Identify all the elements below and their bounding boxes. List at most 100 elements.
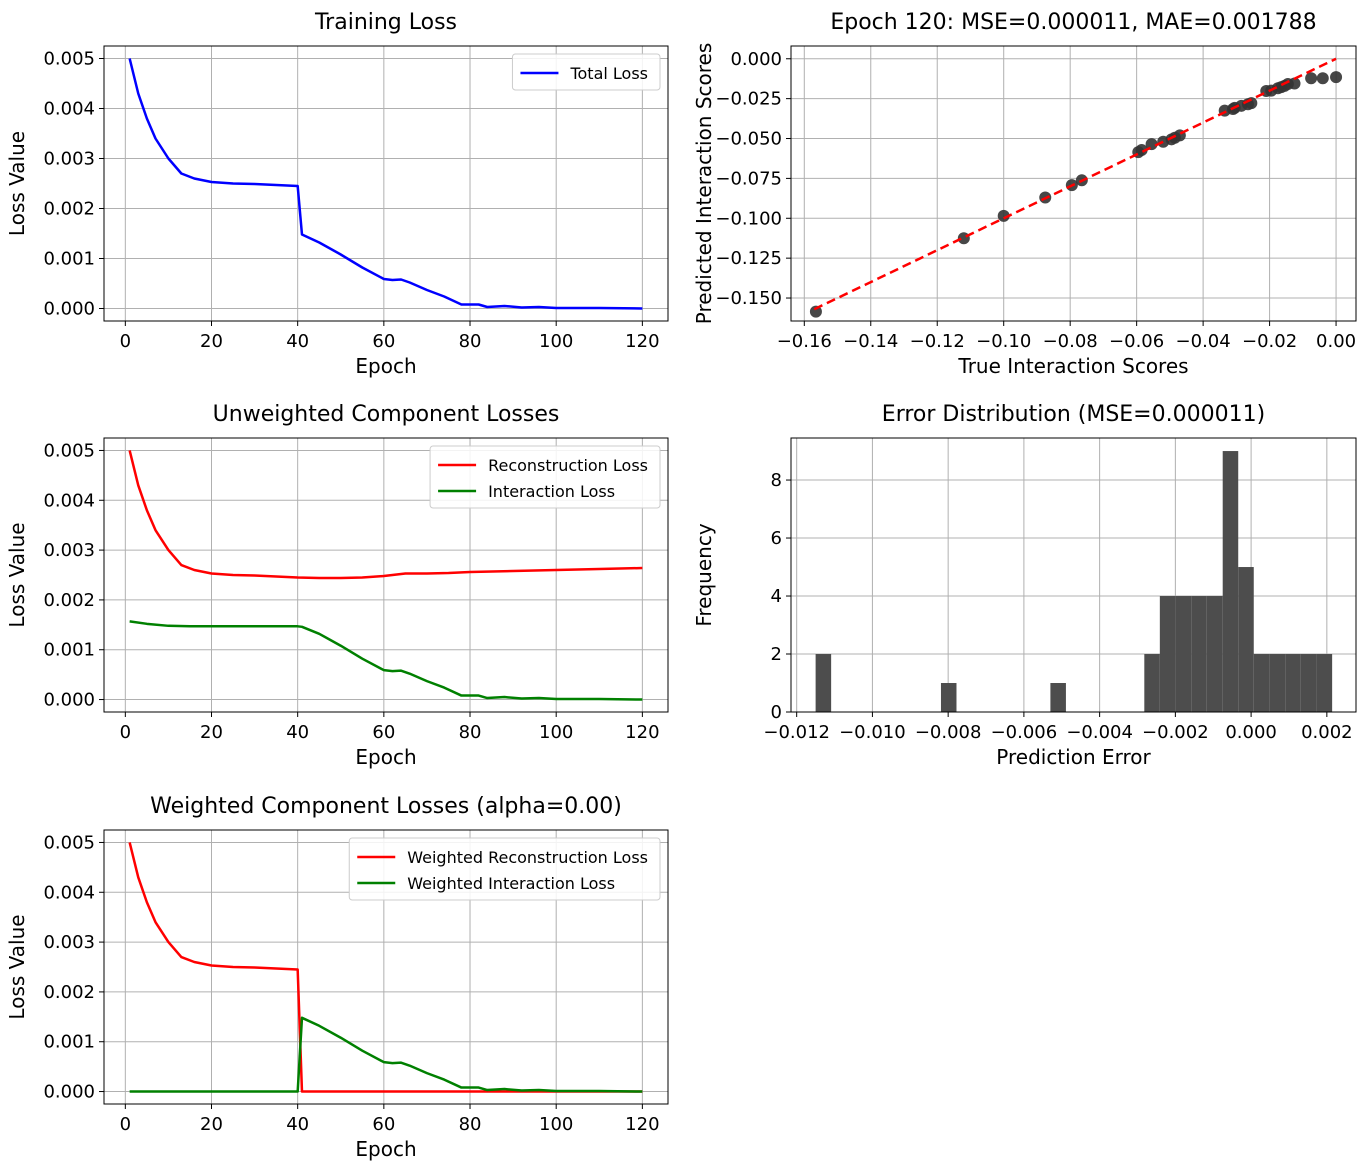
y-axis-label: Predicted Interaction Scores bbox=[692, 43, 716, 325]
x-tick-label: −0.004 bbox=[1066, 722, 1133, 743]
y-tick-label: 0.005 bbox=[43, 440, 95, 461]
histogram-bar bbox=[1175, 596, 1192, 712]
x-axis-label: Prediction Error bbox=[996, 745, 1151, 769]
plot-area bbox=[128, 842, 643, 1093]
histogram-bar bbox=[1191, 596, 1207, 712]
scatter-point bbox=[809, 305, 822, 318]
x-tick-label: −0.012 bbox=[763, 722, 830, 743]
series-line-1 bbox=[128, 58, 643, 310]
histogram-bar bbox=[940, 683, 957, 712]
y-tick-label: 2 bbox=[771, 644, 782, 665]
x-tick-label: 20 bbox=[200, 331, 223, 352]
y-tick-label: 0.001 bbox=[43, 640, 95, 661]
y-tick-label: −0.125 bbox=[715, 248, 782, 269]
y-tick-label: 0.004 bbox=[43, 490, 95, 511]
y-tick-label: −0.050 bbox=[715, 129, 782, 150]
y-tick-label: 0.003 bbox=[43, 149, 95, 170]
x-tick-label: −0.04 bbox=[1176, 331, 1231, 352]
scatter-point bbox=[1288, 77, 1301, 90]
x-axis-label: True Interaction Scores bbox=[957, 354, 1188, 378]
subplot-3: 0 20 40 60 80 100 120 0.000 0.001 0.002 0.003 0.004… bbox=[5, 402, 669, 769]
legend-label: Total Loss bbox=[569, 64, 648, 83]
x-tick-label: −0.002 bbox=[1142, 722, 1209, 743]
y-tick-label: 0.005 bbox=[43, 49, 95, 70]
y-tick-label: −0.075 bbox=[715, 168, 782, 189]
plot-area bbox=[809, 57, 1343, 318]
series-line-1 bbox=[128, 450, 643, 580]
x-tick-label: 40 bbox=[286, 331, 309, 352]
y-tick-label: 0.000 bbox=[43, 1082, 95, 1103]
y-tick-label: 0.003 bbox=[43, 540, 95, 561]
histogram-bar bbox=[1316, 654, 1333, 712]
histogram-bar bbox=[1050, 683, 1066, 712]
subplot-5: 0 20 40 60 80 100 120 0.000 0.001 0.002 0.003 0.004… bbox=[5, 794, 669, 1161]
y-tick-label: −0.100 bbox=[715, 208, 782, 229]
y-tick-label: −0.150 bbox=[715, 288, 782, 309]
y-tick-label: 0.002 bbox=[43, 590, 95, 611]
chart-title: Error Distribution (MSE=0.000011) bbox=[882, 402, 1265, 427]
scatter-point bbox=[1245, 97, 1258, 110]
y-axis-label: Loss Value bbox=[5, 914, 29, 1019]
y-tick-label: 0.001 bbox=[43, 1032, 95, 1053]
x-tick-label: 0 bbox=[120, 331, 131, 352]
x-tick-label: 80 bbox=[459, 722, 482, 743]
x-tick-label: −0.12 bbox=[910, 331, 965, 352]
series-line-2 bbox=[129, 620, 643, 701]
histogram-bar bbox=[1222, 451, 1239, 712]
x-tick-label: 120 bbox=[625, 722, 659, 743]
histogram-bar bbox=[1238, 567, 1254, 712]
x-tick-label: −0.008 bbox=[915, 722, 982, 743]
histogram-bar bbox=[1144, 654, 1160, 712]
reference-line bbox=[813, 57, 1337, 311]
axes-frame bbox=[790, 437, 1357, 713]
y-tick-label: 0 bbox=[771, 702, 782, 723]
plot-area bbox=[815, 451, 1333, 712]
subplot-1: 0 20 40 60 80 100 120 0.000 0.001 0.002 0.003 0.004… bbox=[5, 10, 669, 378]
legend-box bbox=[348, 837, 661, 901]
y-axis-label: Loss Value bbox=[5, 131, 29, 236]
x-tick-label: 80 bbox=[459, 1114, 482, 1135]
y-tick-label: −0.025 bbox=[715, 89, 782, 110]
y-tick-label: 0.004 bbox=[43, 882, 95, 903]
histogram-bar bbox=[1159, 596, 1176, 712]
x-tick-label: −0.16 bbox=[777, 331, 832, 352]
legend: Reconstruction Loss Interaction Loss bbox=[429, 445, 661, 509]
series-line-1 bbox=[128, 842, 643, 1093]
x-tick-label: −0.14 bbox=[843, 331, 898, 352]
histogram-bar bbox=[1285, 654, 1301, 712]
scatter-point bbox=[997, 209, 1010, 222]
subplot-2: −0.16 −0.14 −0.12 −0.10 −0.08 −0.06 −0.04 −0.02… bbox=[692, 10, 1357, 378]
x-axis-label: Epoch bbox=[355, 745, 416, 769]
x-tick-label: 120 bbox=[625, 1114, 659, 1135]
y-tick-label: 0.005 bbox=[43, 832, 95, 853]
histogram-bar bbox=[1269, 654, 1286, 712]
x-axis-label: Epoch bbox=[355, 1137, 416, 1161]
y-tick-label: 0.003 bbox=[43, 932, 95, 953]
chart-title: Training Loss bbox=[314, 10, 457, 35]
scatter-point bbox=[1316, 72, 1329, 85]
axes-frame bbox=[103, 437, 669, 713]
axes-frame bbox=[103, 829, 669, 1105]
x-tick-label: 80 bbox=[459, 331, 482, 352]
y-tick-label: 6 bbox=[771, 528, 782, 549]
legend-box bbox=[429, 445, 661, 509]
x-tick-label: −0.006 bbox=[991, 722, 1058, 743]
legend-label: Interaction Loss bbox=[488, 482, 615, 501]
scatter-point bbox=[1330, 71, 1343, 84]
axes-frame bbox=[103, 45, 669, 322]
x-tick-label: 0 bbox=[120, 722, 131, 743]
y-tick-label: 0.002 bbox=[43, 199, 95, 220]
series-line-2 bbox=[129, 1016, 643, 1093]
y-tick-label: 0.002 bbox=[43, 982, 95, 1003]
legend: Weighted Reconstruction Loss Weighted Int… bbox=[348, 837, 661, 901]
chart-title: Weighted Component Losses (alpha=0.00) bbox=[150, 794, 622, 819]
y-tick-label: 0.001 bbox=[43, 249, 95, 270]
scatter-point bbox=[1135, 144, 1148, 157]
x-tick-label: −0.010 bbox=[839, 722, 906, 743]
legend: Total Loss bbox=[511, 53, 661, 91]
plot-area bbox=[128, 58, 643, 310]
x-axis-label: Epoch bbox=[355, 354, 416, 378]
histogram-bar bbox=[1253, 654, 1270, 712]
x-tick-label: 0.002 bbox=[1301, 722, 1353, 743]
x-tick-label: 100 bbox=[539, 331, 573, 352]
